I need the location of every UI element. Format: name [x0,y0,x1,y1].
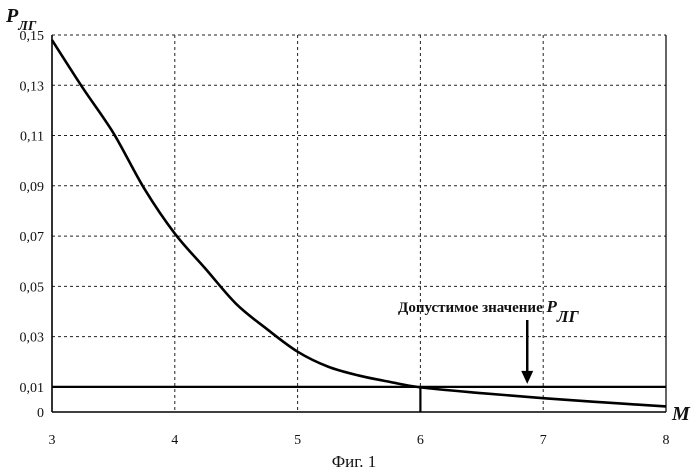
y-tick-label: 0,07 [20,230,45,245]
x-tick-label: 7 [540,433,547,448]
plot-frame [52,35,666,412]
grid-lines [52,35,666,412]
threshold-annotation: Допустимое значение PЛГ [398,297,580,326]
y-tick-label: 0,13 [20,79,45,94]
y-axis-title: PЛГ [5,5,37,34]
series-line [52,40,666,406]
figure-caption: Фиг. 1 [332,452,377,471]
y-tick-label: 0,01 [20,381,45,396]
x-tick-label: 5 [294,433,301,448]
y-tick-label: 0,05 [20,280,45,295]
x-tick-labels: 3 4 5 6 7 8 [49,433,670,448]
y-tick-label: 0,03 [20,331,45,346]
curve-group [52,40,666,406]
y-tick-label: 0,11 [20,130,44,145]
y-tick-label: 0,09 [20,180,45,195]
x-axis-title: M [671,403,691,425]
x-tick-label: 3 [49,433,56,448]
x-tick-label: 6 [417,433,424,448]
threshold-arrow [521,320,533,384]
x-tick-label: 8 [663,433,670,448]
arrow-head [521,371,533,384]
y-tick-labels: 00,010,030,050,070,090,110,130,15 [20,29,45,421]
y-tick-label: 0 [37,406,44,421]
x-tick-label: 4 [171,433,178,448]
